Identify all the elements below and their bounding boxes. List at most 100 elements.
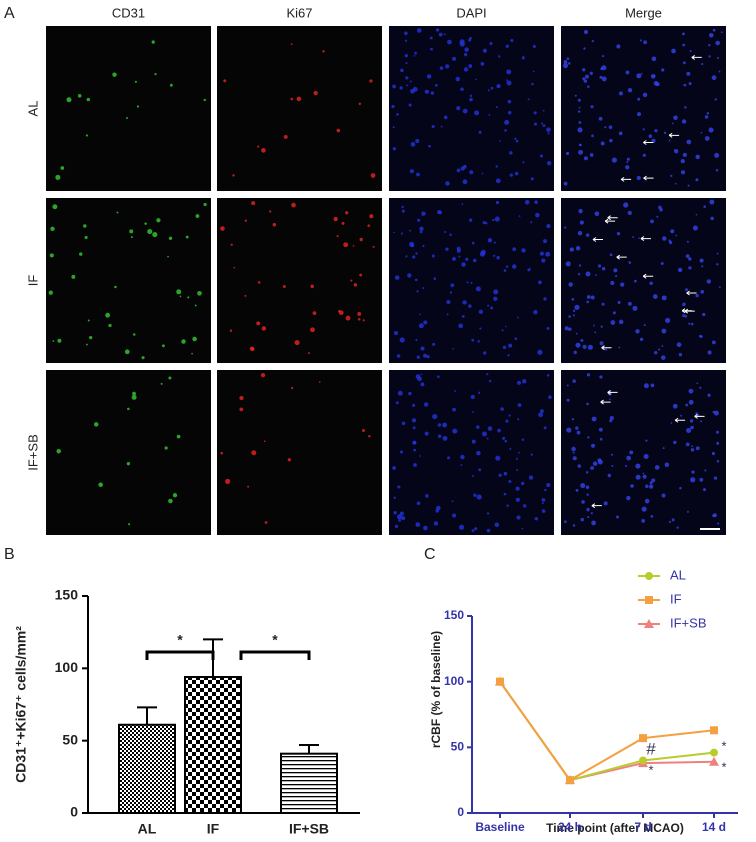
cell	[609, 416, 614, 421]
cell	[357, 317, 361, 321]
cell	[362, 319, 365, 322]
cell	[444, 231, 447, 234]
cell	[499, 140, 501, 142]
cell	[464, 164, 467, 167]
cell	[522, 379, 527, 384]
cell	[575, 246, 581, 251]
y-tick-label: 0	[457, 805, 464, 819]
cell	[203, 202, 207, 207]
bar	[184, 676, 242, 814]
cell	[716, 263, 719, 266]
cell	[530, 221, 533, 224]
cell	[412, 426, 416, 430]
cell	[136, 105, 140, 108]
cell	[203, 98, 206, 102]
cell	[600, 141, 605, 146]
cell	[164, 446, 168, 450]
cell	[416, 28, 422, 33]
cell	[708, 127, 714, 133]
cell	[283, 134, 288, 139]
cell	[412, 440, 417, 445]
cell	[412, 255, 416, 259]
cell	[579, 143, 582, 147]
cell	[423, 353, 427, 358]
cell	[416, 172, 420, 177]
cell	[680, 414, 683, 417]
cell	[52, 340, 55, 343]
cell	[400, 232, 404, 235]
cell	[582, 77, 586, 81]
cell	[98, 482, 103, 488]
cell	[626, 495, 631, 501]
cell	[620, 282, 625, 287]
cell	[463, 52, 468, 57]
cell	[415, 374, 421, 379]
arrow	[684, 308, 695, 314]
cell	[590, 466, 594, 470]
arrow	[643, 140, 654, 145]
cell	[83, 224, 87, 228]
cell	[608, 125, 613, 130]
cell	[685, 403, 689, 407]
cell	[662, 236, 667, 241]
cell	[496, 83, 501, 89]
arrow	[592, 237, 603, 242]
cell	[577, 98, 581, 102]
marker	[709, 756, 719, 766]
cell	[516, 515, 521, 520]
cell	[362, 429, 365, 433]
cell	[641, 506, 647, 512]
cell	[416, 290, 419, 293]
cell	[504, 119, 510, 125]
cell	[531, 82, 534, 86]
scale-bar	[700, 528, 720, 530]
panel-label: A	[4, 5, 15, 22]
cell	[611, 464, 614, 467]
cell	[425, 494, 429, 498]
cell	[475, 78, 477, 81]
arrow	[601, 345, 612, 351]
cell	[659, 208, 663, 212]
cell	[471, 474, 474, 477]
cell	[494, 522, 500, 528]
annotation: *	[721, 738, 726, 753]
cell	[704, 115, 709, 119]
cell	[479, 251, 486, 257]
cell	[635, 329, 640, 334]
cell	[597, 459, 603, 465]
cell	[486, 437, 489, 440]
row-label: IF+SB	[25, 434, 40, 471]
cell	[564, 326, 569, 331]
cell	[641, 519, 646, 523]
cell	[176, 434, 181, 439]
cell	[578, 106, 581, 109]
cell	[405, 255, 408, 258]
cell	[581, 500, 585, 504]
bar	[280, 752, 338, 814]
cell	[539, 154, 544, 158]
cell	[518, 451, 520, 454]
cell	[634, 279, 637, 283]
cell	[494, 216, 500, 222]
cell	[670, 174, 673, 178]
significance-bracket	[145, 650, 215, 660]
cell	[308, 352, 310, 355]
cell	[493, 241, 496, 244]
cell	[419, 230, 423, 234]
cell	[419, 313, 421, 316]
cell	[564, 226, 567, 229]
cell	[643, 383, 649, 389]
cell	[507, 111, 512, 115]
cell	[48, 290, 53, 295]
cell	[471, 241, 475, 245]
cell	[690, 322, 694, 326]
cell	[515, 457, 518, 460]
cell	[429, 36, 433, 40]
cell	[66, 97, 72, 103]
cell	[661, 295, 667, 301]
cell	[590, 443, 596, 448]
cell	[172, 493, 178, 498]
cell	[600, 325, 603, 328]
cell	[577, 110, 581, 113]
cell	[537, 349, 543, 355]
